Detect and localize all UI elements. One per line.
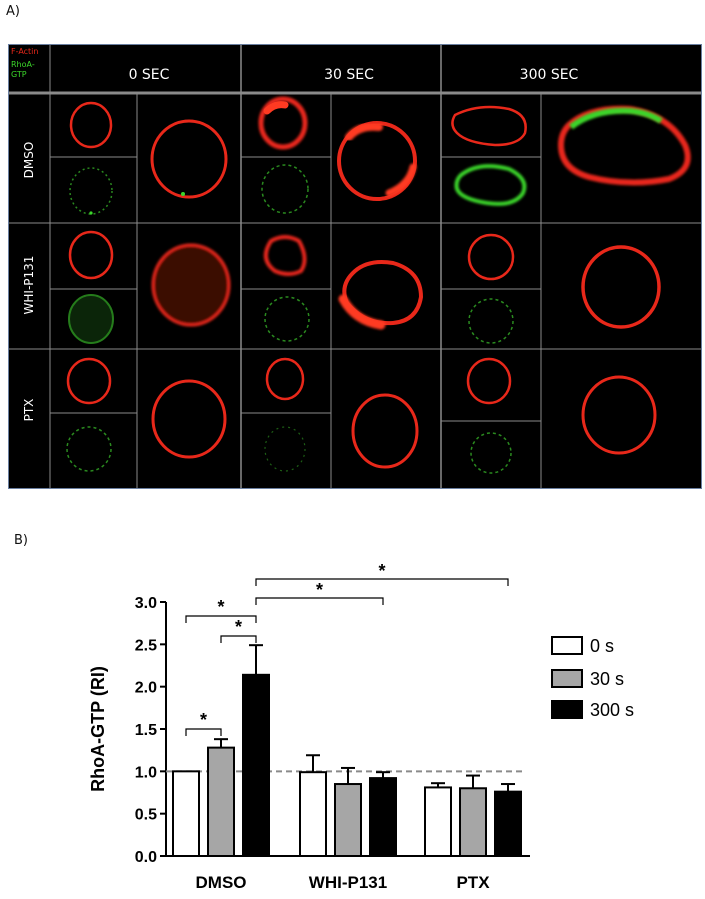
y-tick-label: 1.0 (135, 764, 157, 781)
bar-ptx-0 (424, 786, 452, 857)
col-header-300sec: 300 SEC (520, 67, 579, 83)
legend-swatch-0 (551, 636, 583, 655)
significance-bracket (255, 597, 384, 605)
significance-bracket (185, 728, 222, 736)
legend-label-2: 300 s (590, 700, 634, 720)
y-tick-label: 2.5 (135, 637, 157, 654)
bar-whi-p131-1 (334, 783, 362, 858)
panel-b-label: B) (14, 533, 28, 548)
cell-ptx-0s (66, 357, 227, 472)
y-axis-label: RhoA-GTP (RI) (88, 666, 108, 792)
legend-f-actin: F-Actin (11, 47, 38, 56)
bar-dmso-0 (172, 770, 200, 857)
cell-ptx-30s (264, 357, 419, 472)
y-tick-label: 2.0 (135, 680, 157, 697)
legend-label-0: 0 s (590, 636, 614, 656)
bar-dmso-2 (242, 673, 270, 857)
cell-whip131-300s (467, 233, 661, 344)
cell-dmso-300s (451, 105, 691, 206)
panel-grid (9, 45, 701, 488)
x-category-label: DMSO (196, 873, 247, 892)
x-category-label: PTX (456, 873, 490, 892)
significance-star: * (235, 617, 242, 637)
legend-gtp: GTP (11, 70, 27, 79)
cell-whip131-0s (68, 230, 231, 344)
rhoa-bar-chart: 0.0 0.5 1.0 1.5 2.0 2.5 3.0 RhoA-GTP (RI) DMSO WH… (88, 561, 634, 892)
significance-star: * (217, 597, 224, 617)
y-tick-label: 0.5 (135, 807, 157, 824)
significance-star: * (316, 580, 323, 600)
x-category-label: WHI-P131 (309, 873, 387, 892)
microscopy-panel: F-Actin RhoA- GTP 0 SEC 30 SEC 300 SEC D… (8, 44, 702, 489)
bar-dmso-1 (207, 746, 235, 857)
significance-bracket (220, 635, 257, 643)
significance-star: * (378, 561, 385, 581)
row-label-whip131: WHI-P131 (22, 256, 36, 315)
y-tick-label: 3.0 (135, 595, 157, 612)
row-label-ptx: PTX (22, 399, 36, 422)
bar-whi-p131-2 (369, 777, 397, 858)
y-tick-label: 0.0 (135, 849, 157, 866)
cell-dmso-30s (258, 96, 417, 214)
bar-ptx-1 (459, 787, 487, 857)
legend-swatch-2 (551, 700, 583, 719)
legend-label-1: 30 s (590, 669, 624, 689)
col-header-30sec: 30 SEC (324, 67, 374, 83)
cell-ptx-300s (466, 357, 657, 474)
bar-ptx-2 (494, 790, 522, 857)
col-header-0sec: 0 SEC (129, 67, 170, 83)
cell-whip131-30s (263, 235, 424, 342)
cell-dmso-0s (69, 101, 228, 215)
significance-star: * (200, 710, 207, 730)
significance-bracket (255, 578, 509, 586)
legend-rhoa: RhoA- (11, 60, 35, 69)
significance-bracket (185, 615, 257, 623)
legend-swatch-1 (551, 669, 583, 688)
y-tick-label: 1.5 (135, 722, 157, 739)
row-label-dmso: DMSO (22, 142, 36, 179)
panel-a-label: A) (6, 4, 20, 19)
bar-whi-p131-0 (299, 771, 327, 857)
